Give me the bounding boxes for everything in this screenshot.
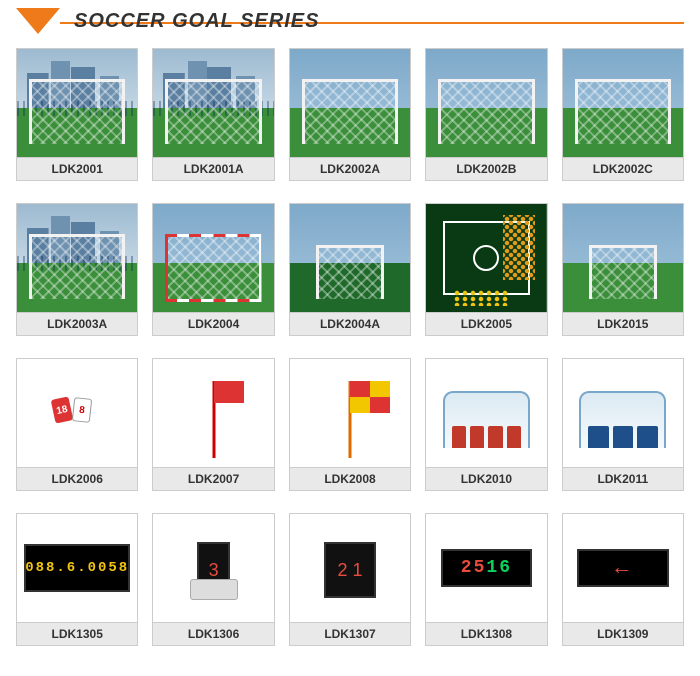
product-card[interactable]: LDK2001A: [152, 48, 274, 181]
product-thumbnail: 088.6.0058: [16, 513, 138, 623]
product-thumbnail: [425, 358, 547, 468]
product-row: LDK2003A LDK2004 LDK2004A LDK2005 LDK2015: [16, 203, 684, 336]
product-code: LDK2008: [289, 468, 411, 491]
product-thumbnail: [425, 48, 547, 158]
series-title: SOCCER GOAL SERIES: [74, 10, 319, 33]
triangle-icon: [16, 8, 60, 34]
series-header: SOCCER GOAL SERIES: [16, 8, 684, 34]
product-card[interactable]: LDK2003A: [16, 203, 138, 336]
product-code: LDK1308: [425, 623, 547, 646]
product-card[interactable]: LDK2008: [289, 358, 411, 491]
product-code: LDK2011: [562, 468, 684, 491]
product-code: LDK2001A: [152, 158, 274, 181]
product-thumbnail: [425, 203, 547, 313]
product-row: 188LDK2006 LDK2007 LDK2008 LDK2010 LDK2011: [16, 358, 684, 491]
product-code: LDK2006: [16, 468, 138, 491]
product-card[interactable]: LDK2005: [425, 203, 547, 336]
product-card[interactable]: LDK2011: [562, 358, 684, 491]
product-code: LDK1307: [289, 623, 411, 646]
product-row: 088.6.0058LDK13053LDK13062 1LDK13072516L…: [16, 513, 684, 646]
product-card[interactable]: LDK2002A: [289, 48, 411, 181]
product-code: LDK1309: [562, 623, 684, 646]
product-code: LDK2002B: [425, 158, 547, 181]
product-card[interactable]: ←LDK1309: [562, 513, 684, 646]
product-code: LDK2015: [562, 313, 684, 336]
product-thumbnail: 2 1: [289, 513, 411, 623]
product-card[interactable]: LDK2004: [152, 203, 274, 336]
product-card[interactable]: LDK2007: [152, 358, 274, 491]
product-code: LDK1305: [16, 623, 138, 646]
product-thumbnail: 188: [16, 358, 138, 468]
product-code: LDK2007: [152, 468, 274, 491]
product-thumbnail: 3: [152, 513, 274, 623]
product-card[interactable]: LDK2002C: [562, 48, 684, 181]
product-thumbnail: [562, 203, 684, 313]
product-card[interactable]: LDK2004A: [289, 203, 411, 336]
product-thumbnail: [289, 358, 411, 468]
product-card[interactable]: LDK2010: [425, 358, 547, 491]
product-card[interactable]: 2 1LDK1307: [289, 513, 411, 646]
product-code: LDK2002C: [562, 158, 684, 181]
product-thumbnail: [152, 48, 274, 158]
product-card[interactable]: 088.6.0058LDK1305: [16, 513, 138, 646]
product-thumbnail: ←: [562, 513, 684, 623]
product-thumbnail: [152, 358, 274, 468]
product-card[interactable]: 2516LDK1308: [425, 513, 547, 646]
product-thumbnail: [562, 358, 684, 468]
product-code: LDK2005: [425, 313, 547, 336]
product-row: LDK2001 LDK2001A LDK2002A LDK2002B LDK2002C: [16, 48, 684, 181]
product-thumbnail: 2516: [425, 513, 547, 623]
product-thumbnail: [289, 48, 411, 158]
product-card[interactable]: 188LDK2006: [16, 358, 138, 491]
product-thumbnail: [289, 203, 411, 313]
product-code: LDK2004: [152, 313, 274, 336]
product-code: LDK2003A: [16, 313, 138, 336]
product-thumbnail: [562, 48, 684, 158]
product-catalog: LDK2001LDK2001ALDK2002ALDK2002BLDK2002CL…: [16, 48, 684, 646]
product-card[interactable]: 3LDK1306: [152, 513, 274, 646]
product-thumbnail: [16, 48, 138, 158]
product-code: LDK1306: [152, 623, 274, 646]
product-card[interactable]: LDK2015: [562, 203, 684, 336]
product-card[interactable]: LDK2001: [16, 48, 138, 181]
product-thumbnail: [152, 203, 274, 313]
product-code: LDK2004A: [289, 313, 411, 336]
product-code: LDK2010: [425, 468, 547, 491]
product-code: LDK2001: [16, 158, 138, 181]
product-thumbnail: [16, 203, 138, 313]
product-card[interactable]: LDK2002B: [425, 48, 547, 181]
product-code: LDK2002A: [289, 158, 411, 181]
